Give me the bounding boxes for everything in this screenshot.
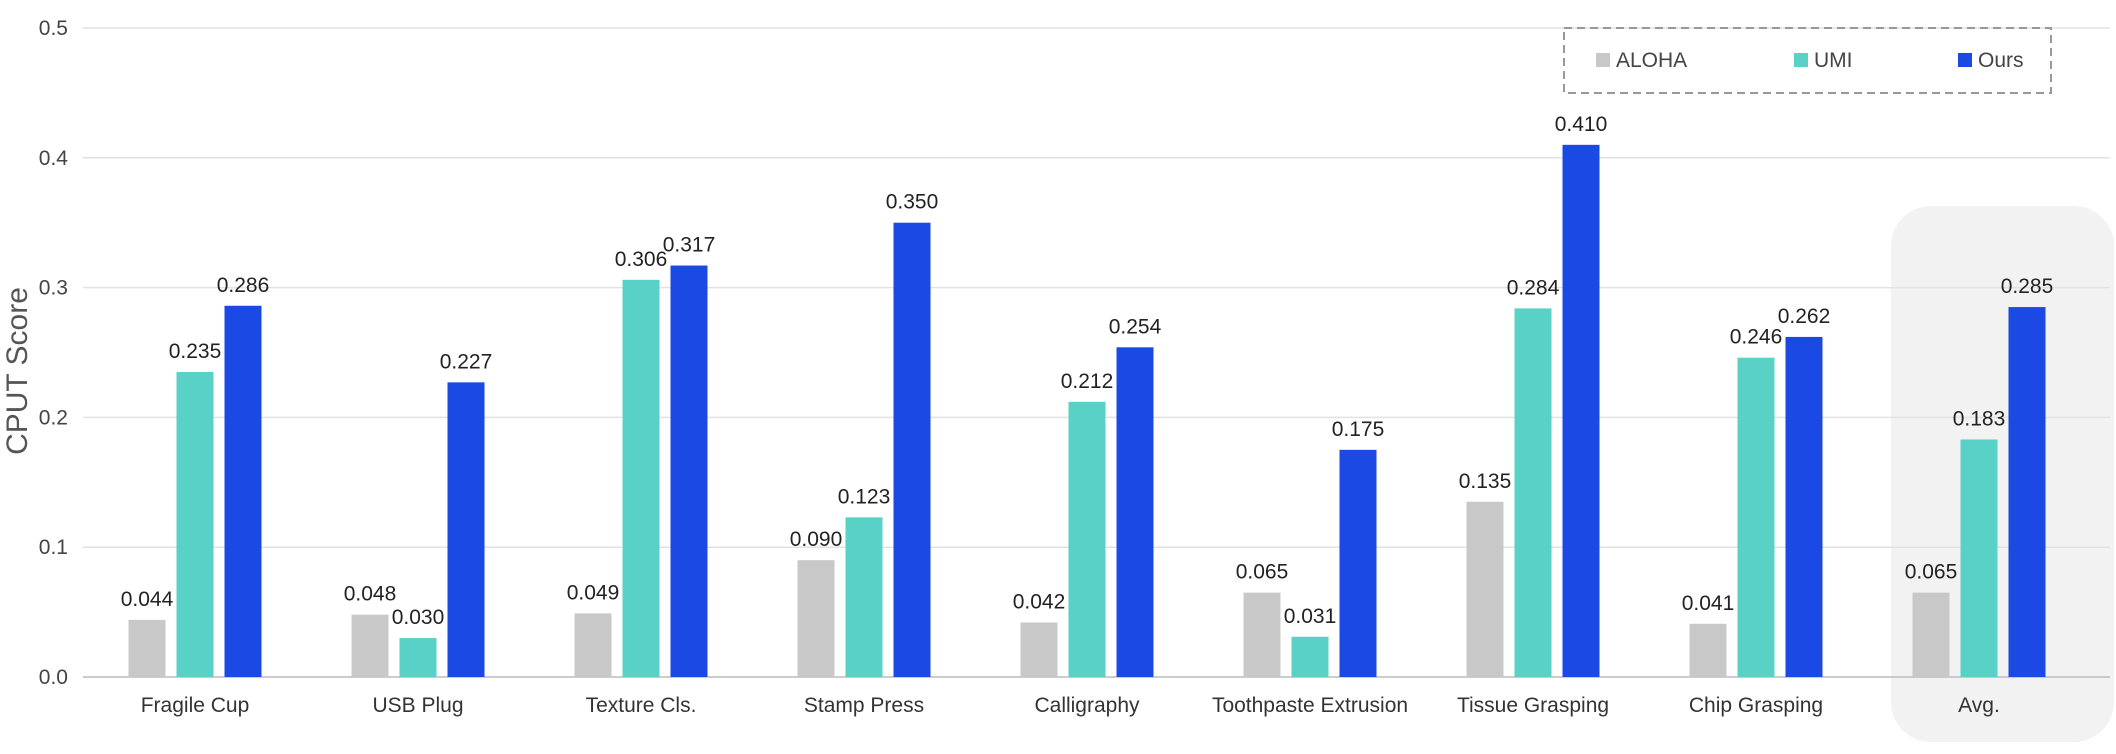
x-category-label: Calligraphy	[1034, 694, 1140, 717]
data-label: 0.227	[440, 350, 493, 373]
data-label: 0.262	[1778, 305, 1831, 328]
bar-umi	[1737, 357, 1775, 677]
legend: ALOHA UMI Ours	[1563, 27, 2052, 94]
data-label: 0.317	[663, 234, 716, 257]
data-label: 0.246	[1730, 326, 1783, 349]
y-tick-label: 0.1	[39, 536, 68, 559]
x-category-label: Chip Grasping	[1689, 694, 1823, 717]
data-label: 0.065	[1905, 561, 1958, 584]
bar-aloha	[351, 614, 389, 677]
data-label: 0.042	[1013, 590, 1066, 613]
data-label: 0.254	[1109, 315, 1162, 338]
bar-umi	[1068, 401, 1106, 677]
x-category-label: Stamp Press	[804, 694, 924, 717]
x-category-label: USB Plug	[372, 694, 463, 717]
data-label: 0.285	[2001, 275, 2054, 298]
legend-box	[1563, 27, 2052, 94]
bar-ours	[224, 305, 262, 677]
y-tick-label: 0.5	[39, 17, 68, 40]
data-label: 0.183	[1953, 407, 2006, 430]
x-category-label: Toothpaste Extrusion	[1212, 694, 1408, 717]
x-category-label: Avg.	[1958, 694, 2000, 717]
category-labels: Fragile Cup USB Plug Texture Cls. Stamp Pre…	[141, 694, 2000, 717]
y-tick-label: 0.2	[39, 406, 68, 429]
y-axis-ticks: 0.0 0.1 0.2 0.3 0.4 0.5	[39, 17, 69, 689]
y-tick-label: 0.3	[39, 277, 68, 300]
data-label: 0.350	[886, 191, 939, 214]
bar-aloha	[1020, 622, 1058, 677]
data-label: 0.175	[1332, 418, 1385, 441]
data-label: 0.030	[392, 606, 445, 629]
legend-label: ALOHA	[1616, 49, 1687, 72]
bar-aloha	[1689, 623, 1727, 677]
bar-aloha	[1466, 501, 1504, 677]
data-label: 0.031	[1284, 605, 1337, 628]
data-label: 0.235	[169, 340, 222, 363]
legend-swatch-umi	[1794, 53, 1808, 67]
bar-ours	[2008, 307, 2046, 677]
data-label: 0.065	[1236, 561, 1289, 584]
bar-umi	[399, 638, 437, 677]
data-label: 0.286	[217, 274, 270, 297]
bar-ours	[1339, 449, 1377, 677]
data-label: 0.090	[790, 528, 843, 551]
bar-umi	[176, 371, 214, 677]
bar-ours	[1785, 336, 1823, 677]
bar-umi	[622, 279, 660, 677]
x-category-label: Fragile Cup	[141, 694, 250, 717]
bar-ours	[447, 382, 485, 677]
bars	[128, 144, 2046, 677]
bar-umi	[845, 517, 883, 677]
bar-umi	[1291, 636, 1329, 677]
bar-aloha	[1243, 592, 1281, 677]
bar-aloha	[797, 560, 835, 677]
bar-umi	[1960, 439, 1998, 677]
bar-ours	[1116, 347, 1154, 677]
data-label: 0.048	[344, 583, 397, 606]
legend-swatch-ours	[1958, 53, 1972, 67]
data-label: 0.410	[1555, 113, 1608, 136]
y-tick-label: 0.4	[39, 147, 69, 170]
data-label: 0.284	[1507, 276, 1560, 299]
legend-label: Ours	[1978, 49, 2024, 72]
bar-umi	[1514, 308, 1552, 677]
bar-aloha	[128, 619, 166, 677]
bar-aloha	[574, 613, 612, 677]
y-tick-label: 0.0	[39, 666, 68, 689]
data-label: 0.212	[1061, 370, 1114, 393]
bar-ours	[1562, 144, 1600, 677]
data-label: 0.135	[1459, 470, 1512, 493]
bar-ours	[670, 265, 708, 677]
y-axis-label: CPUT Score	[1, 287, 34, 455]
data-label: 0.049	[567, 581, 620, 604]
data-label: 0.123	[838, 485, 891, 508]
bar-aloha	[1912, 592, 1950, 677]
legend-swatch-aloha	[1596, 53, 1610, 67]
data-label: 0.306	[615, 248, 668, 271]
x-category-label: Tissue Grasping	[1457, 694, 1609, 717]
bar-ours	[893, 222, 931, 677]
x-category-label: Texture Cls.	[586, 694, 697, 717]
data-label: 0.044	[121, 588, 174, 611]
data-label: 0.041	[1682, 592, 1735, 615]
legend-label: UMI	[1814, 49, 1853, 72]
